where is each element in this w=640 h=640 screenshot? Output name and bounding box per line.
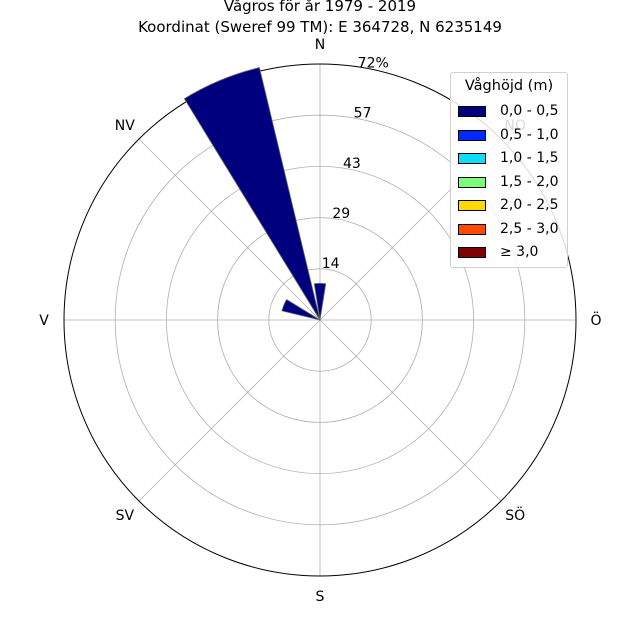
- radial-gridline: [319, 319, 502, 502]
- direction-label: NV: [115, 118, 135, 134]
- legend-label: ≥ 3,0: [500, 244, 539, 260]
- legend-title: Våghöjd (m): [464, 78, 554, 94]
- legend-label: 1,0 - 1,5: [500, 150, 559, 166]
- legend-label: 2,5 - 3,0: [500, 220, 559, 237]
- ring-gridline: [114, 114, 526, 526]
- radial-tick-label: 43: [343, 156, 361, 172]
- legend-swatch: [458, 247, 486, 258]
- radial-tick-label: 72%: [358, 56, 389, 72]
- legend-item: 0,5 - 1,0: [456, 127, 568, 145]
- radial-gridline: [138, 138, 321, 321]
- legend-swatch: [458, 176, 486, 188]
- ring-gridline: [268, 268, 372, 372]
- direction-label: V: [39, 313, 49, 329]
- polar-frame: [63, 63, 577, 577]
- legend-label: 0,5 - 1,0: [500, 126, 559, 143]
- legend-swatch: [458, 223, 486, 235]
- rose-sector-bar: [183, 67, 321, 321]
- ring-gridline: [165, 165, 475, 475]
- direction-label: Ö: [590, 311, 601, 329]
- direction-label: SÖ: [505, 506, 525, 524]
- legend-swatch: [458, 153, 486, 164]
- chart-title: Vågros för år 1979 - 2019: [223, 0, 417, 15]
- legend-item: 2,5 - 3,0: [456, 221, 568, 239]
- radial-gridline: [138, 319, 321, 502]
- radial-tick-label: 14: [322, 256, 340, 272]
- legend-item: ≥ 3,0: [456, 244, 568, 262]
- legend-item: 1,5 - 2,0: [456, 174, 568, 192]
- legend-item: 1,0 - 1,5: [456, 150, 568, 168]
- radial-tick-label: 29: [332, 206, 350, 222]
- legend-swatch: [458, 106, 486, 117]
- legend-label: 2,0 - 2,5: [500, 197, 559, 213]
- rose-sector-bar: [313, 282, 327, 321]
- legend-label: 0,0 - 0,5: [500, 103, 559, 119]
- radial-tick-label: 57: [354, 106, 372, 122]
- legend: Våghöjd (m) 0,0 - 0,5 0,5 - 1,0 1,0 - 1,5 1…: [450, 72, 568, 268]
- legend-item: 0,0 - 0,5: [456, 103, 568, 121]
- legend-label: 1,5 - 2,0: [500, 173, 559, 190]
- ring-gridline: [217, 217, 423, 423]
- direction-label: SV: [116, 508, 135, 524]
- chart-subtitle: Koordinat (Sweref 99 TM): E 364728, N 62…: [138, 18, 502, 36]
- direction-label: S: [316, 589, 325, 605]
- legend-item: 2,0 - 2,5: [456, 197, 568, 215]
- legend-swatch: [458, 200, 486, 211]
- legend-swatch: [458, 129, 486, 141]
- direction-label: N: [315, 37, 325, 53]
- rose-sector-bar: [281, 299, 321, 321]
